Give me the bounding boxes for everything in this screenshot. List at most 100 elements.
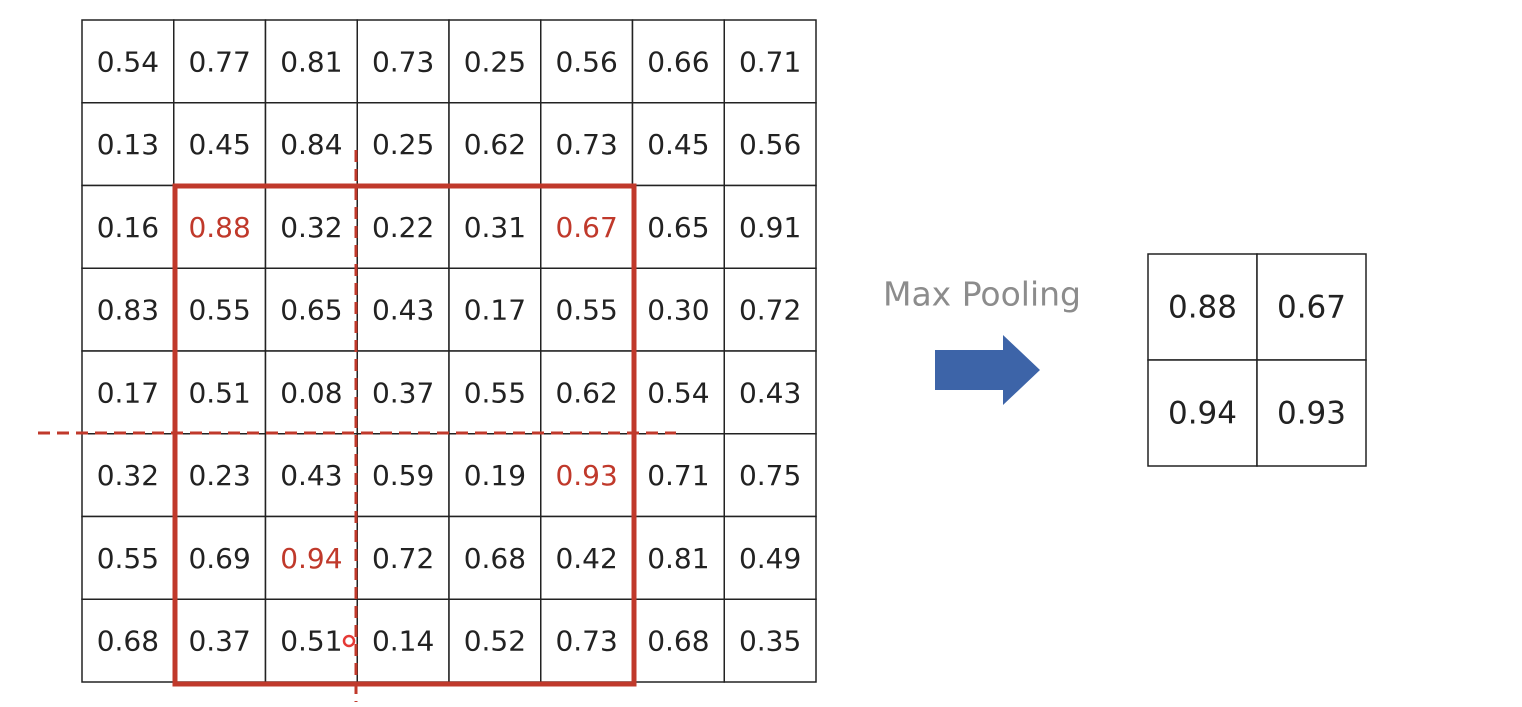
cell-value: 0.30 [647,294,709,327]
cell-value: 0.68 [647,625,709,658]
cell-value: 0.25 [372,128,434,161]
cell-value: 0.84 [280,128,342,161]
cell-value: 0.51 [280,625,342,658]
cell-value: 0.45 [647,128,709,161]
cell-value: 0.66 [647,45,709,78]
arrow [935,335,1040,405]
grid-cell [448,515,542,600]
grid-cell [723,102,817,187]
cell-value: 0.32 [97,459,159,492]
cell-value: 0.59 [372,459,434,492]
grid-cell [81,267,175,352]
cell-value: 0.13 [97,128,159,161]
grid-cell [540,102,634,187]
grid-cell [631,267,725,352]
cell-value: 0.37 [188,625,250,658]
output-cell [1256,359,1367,467]
grid-cell [723,598,817,683]
grid-cell [356,350,450,435]
cell-value: 0.42 [555,542,617,575]
output-cell [1147,359,1258,467]
grid-cell [723,350,817,435]
cell-value: 0.81 [647,542,709,575]
grid-cell [448,267,542,352]
grid-cell [631,515,725,600]
cell-value: 0.73 [555,128,617,161]
cell-value: 0.72 [739,294,801,327]
cell-value: 0.71 [739,45,801,78]
cell-value: 0.55 [464,376,526,409]
cell-value: 0.68 [464,542,526,575]
cell-value: 0.72 [372,542,434,575]
grid-cell [264,184,358,269]
grid-cell [173,433,267,518]
cell-value: 0.75 [739,459,801,492]
output-cell [1147,253,1258,361]
grid-cell [264,267,358,352]
cell-value: 0.81 [280,45,342,78]
grid-cell [356,102,450,187]
cell-value: 0.22 [372,211,434,244]
output-value: 0.88 [1168,290,1237,326]
grid-cell [81,184,175,269]
grid-cell [723,515,817,600]
cell-value: 0.52 [464,625,526,658]
cell-value: 0.73 [555,625,617,658]
cell-value: 0.17 [97,376,159,409]
cell-value: 0.69 [188,542,250,575]
cell-value: 0.16 [97,211,159,244]
cell-value: 0.43 [280,459,342,492]
cell-value: 0.94 [280,542,342,575]
cell-value: 0.54 [97,45,159,78]
grid-cell [173,19,267,104]
cell-value: 0.35 [739,625,801,658]
grid-cell [448,350,542,435]
grid-cell [356,267,450,352]
pooling-window [172,183,637,687]
output-cell [1256,253,1367,361]
cell-value: 0.68 [97,625,159,658]
cell-value: 0.32 [280,211,342,244]
cell-value: 0.77 [188,45,250,78]
cell-value: 0.56 [739,128,801,161]
cell-value: 0.83 [97,294,159,327]
cell-value: 0.71 [647,459,709,492]
cell-value: 0.56 [555,45,617,78]
grid-cell [723,19,817,104]
cell-value: 0.65 [280,294,342,327]
grid-cell [448,184,542,269]
cell-value: 0.17 [464,294,526,327]
cell-value: 0.55 [188,294,250,327]
output-value: 0.93 [1277,396,1346,432]
cell-value: 0.37 [372,376,434,409]
cell-value: 0.91 [739,211,801,244]
grid-cell [356,184,450,269]
cell-value: 0.55 [97,542,159,575]
cell-value: 0.43 [372,294,434,327]
grid-cell [173,102,267,187]
cell-value: 0.14 [372,625,434,658]
cell-value: 0.88 [188,211,250,244]
operation-label: Max Pooling [883,275,1081,314]
grid-cell [723,184,817,269]
cell-value: 0.49 [739,542,801,575]
cell-value: 0.31 [464,211,526,244]
grid-cell [81,598,175,683]
cell-value: 0.62 [464,128,526,161]
grid-cell [81,515,175,600]
cell-value: 0.19 [464,459,526,492]
grid-cell [540,433,634,518]
grid-cell [264,598,358,683]
cell-value: 0.62 [555,376,617,409]
grid-cell [540,515,634,600]
cell-value: 0.45 [188,128,250,161]
output-value: 0.94 [1168,396,1237,432]
grid-cell [448,598,542,683]
grid-cell [264,19,358,104]
cell-value: 0.65 [647,211,709,244]
cell-value: 0.25 [464,45,526,78]
grid-cell [723,433,817,518]
cell-value: 0.43 [739,376,801,409]
cell-value: 0.73 [372,45,434,78]
